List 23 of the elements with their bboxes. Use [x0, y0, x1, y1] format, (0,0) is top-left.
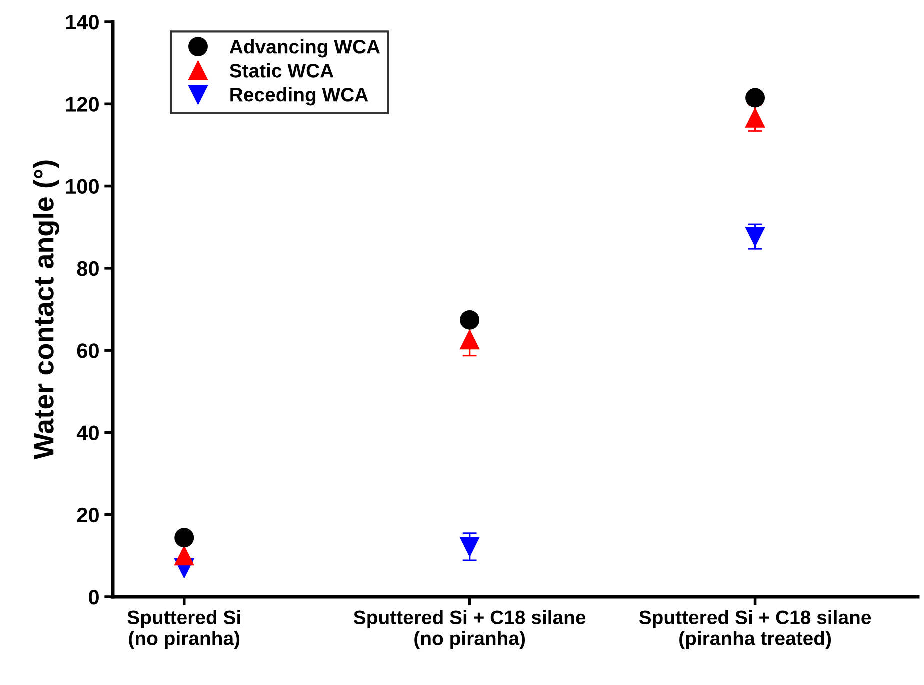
y-tick-label: 100 [66, 179, 99, 194]
y-tick-label: 140 [66, 15, 99, 30]
point [460, 537, 480, 557]
y-tick-label: 0 [89, 590, 99, 605]
y-tick-label: 40 [76, 426, 99, 440]
point [746, 88, 766, 108]
y-tick-label: 20 [77, 508, 99, 523]
y-tick-label: 80 [77, 261, 99, 276]
x-tick-label: Sputtered Si (no piranha) [128, 610, 240, 650]
y-axis-title: Water contact angle (°) [33, 160, 60, 460]
x-tick-label: Sputtered Si + C18 silane (piranha treated) [639, 610, 872, 650]
legend-label: Receding WCA [230, 88, 368, 106]
point [460, 310, 480, 330]
y-tick-label: 120 [66, 97, 99, 112]
legend-label: Advancing WCA [230, 40, 380, 58]
y-tick-label: 60 [77, 344, 99, 358]
x-tick-label: Sputtered Si + C18 silane (no piranha) [354, 610, 586, 650]
point [460, 330, 480, 350]
legend-label: Static WCA [230, 64, 334, 78]
point [174, 546, 194, 566]
point [746, 108, 766, 128]
point [174, 528, 194, 548]
point [746, 227, 766, 247]
